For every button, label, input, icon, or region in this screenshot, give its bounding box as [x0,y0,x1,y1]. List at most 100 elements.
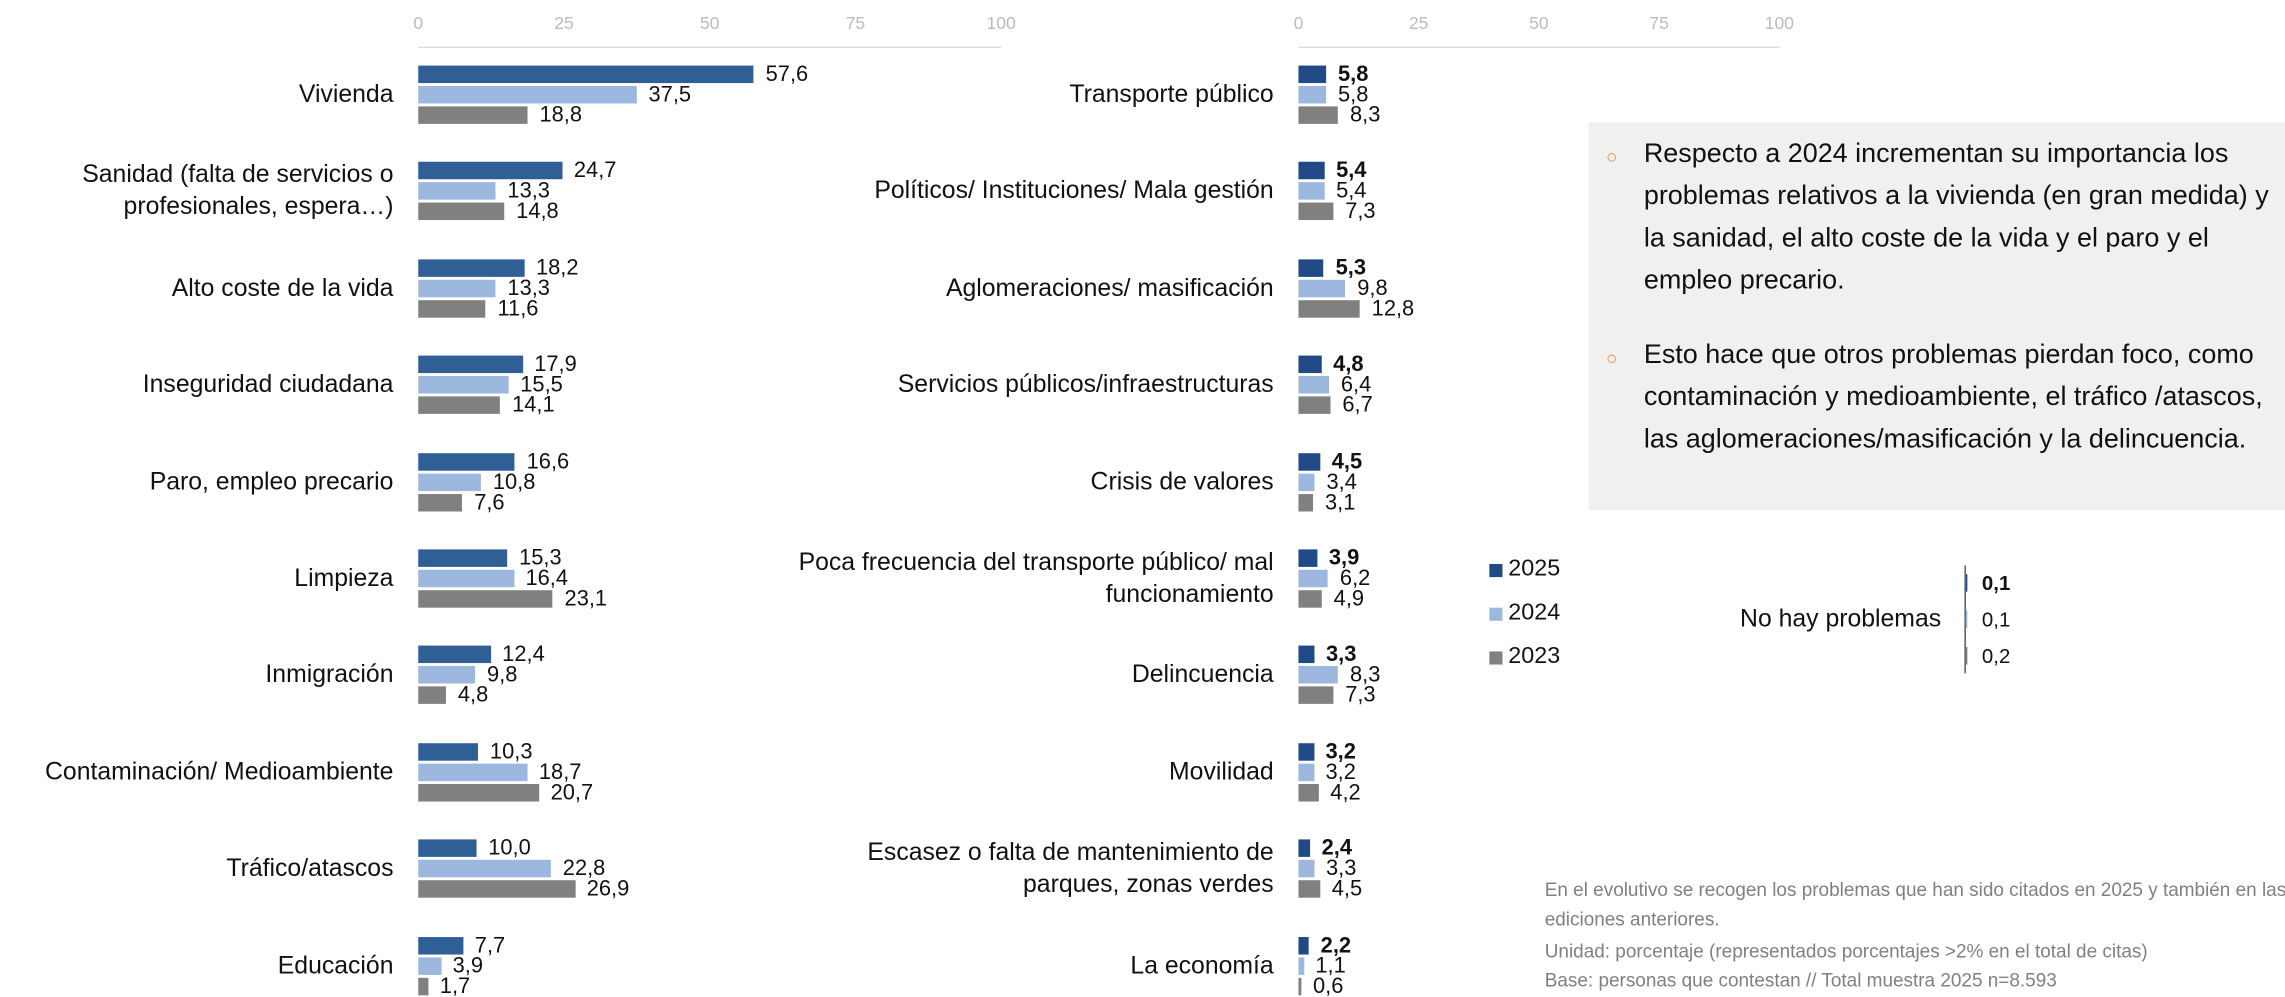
category-label: No hay problemas [1740,604,1942,633]
category-label: Inseguridad ciudadana [142,370,394,399]
bar [1298,977,1302,995]
value-label: 12,8 [1371,296,1415,322]
x-tick-label: 75 [1649,13,1669,34]
bar [418,182,496,201]
category-label: Alto coste de la vida [171,273,394,302]
bar [1298,783,1319,802]
category-label: Paro, empleo precario [149,467,394,495]
value-label: 4,9 [1333,586,1365,612]
value-label: 10,8 [492,469,536,495]
x-tick-label: 75 [845,13,866,34]
value-label: 4,8 [1333,352,1364,377]
value-label: 1,7 [439,973,471,997]
bar [418,549,508,567]
value-label: 18,7 [538,759,582,785]
value-label: 18,2 [535,255,579,281]
x-tick-label: 0 [1293,13,1304,34]
bar [1298,65,1327,84]
bar [418,686,447,705]
bar [1298,839,1310,858]
note: Respecto a 2024 incrementan su importanc… [1643,136,2269,295]
category-label: Tráfico/atascos [226,854,394,882]
value-label: 3,9 [452,953,484,978]
value-label: 5,8 [1337,61,1369,87]
bar [1298,549,1318,567]
bar [418,956,441,975]
bar [418,860,552,878]
value-label: 14,8 [516,199,559,225]
value-label: 15,5 [520,372,563,398]
value-label: 57,6 [765,61,809,87]
bar [418,590,553,608]
value-label: 2,2 [1320,932,1352,958]
bar [1298,203,1334,221]
bar [418,396,501,415]
category-label: Movilidad [1169,757,1274,786]
value-label: 0,2 [1981,644,2011,668]
value-label: 3,9 [1328,545,1360,571]
category-label: Educación [277,951,394,979]
category-label: Aglomeraciones/ masificación [945,273,1274,302]
bar [418,666,476,685]
category-label: Crisis de valores [1090,467,1274,495]
value-label: 9,8 [487,662,518,688]
value-label: 22,8 [562,856,606,882]
bar [1298,880,1321,898]
x-tick-label: 50 [699,13,720,34]
value-label: 3,2 [1325,739,1356,765]
value-label: 13,3 [507,179,550,204]
bullet: ○ [1605,346,1618,369]
category-label: Servicios públicos/infraestructuras [897,370,1274,399]
value-label: 3,3 [1325,856,1357,882]
value-label: 5,4 [1336,179,1367,204]
bar [1298,742,1314,761]
x-tick-label: 100 [1764,13,1794,34]
bar [418,452,515,471]
value-label: 14,1 [512,393,555,418]
category-label: Políticos/ Instituciones/ Mala gestión [874,176,1274,205]
bar [418,162,563,180]
bar [418,85,637,104]
value-label: 6,2 [1339,566,1371,591]
bar [418,106,528,124]
value-label: 7,3 [1345,683,1376,709]
value-label: 7,3 [1345,199,1376,225]
value-label: 12,4 [502,642,545,668]
bar [1298,686,1334,705]
value-label: 4,5 [1331,876,1363,902]
footnote: Unidad: porcentaje (representados porcen… [1544,939,2148,962]
bar [418,376,509,394]
value-label: 5,8 [1337,82,1369,108]
bar [1965,647,1967,665]
value-label: 6,7 [1342,393,1373,418]
bar [418,880,576,898]
bullet: ○ [1605,145,1618,168]
value-label: 11,6 [497,296,539,322]
note: Esto hace que otros problemas pierdan fo… [1643,338,2263,454]
category-label: Vivienda [298,80,394,108]
bar [1298,590,1322,608]
legend-swatch [1489,607,1503,621]
bar [1298,666,1339,685]
value-label: 4,2 [1330,780,1361,805]
value-label: 6,4 [1340,372,1372,398]
bar [1298,646,1315,664]
bar [418,203,505,221]
category-label: Transporte público [1069,80,1274,108]
value-label: 16,6 [526,448,570,474]
axis-line [1964,565,1966,674]
value-label: 0,1 [1981,607,2011,632]
value-label: 4,8 [457,683,489,709]
bar [1298,355,1322,374]
value-label: 7,7 [474,932,506,958]
value-label: 3,4 [1326,469,1357,495]
value-label: 23,1 [564,586,608,612]
value-label: 0,6 [1312,973,1344,997]
x-tick-label: 25 [1408,13,1429,34]
bar [418,299,486,318]
value-label: 26,9 [586,876,630,902]
category-label: La economía [1130,951,1274,979]
value-label: 17,9 [534,352,577,377]
